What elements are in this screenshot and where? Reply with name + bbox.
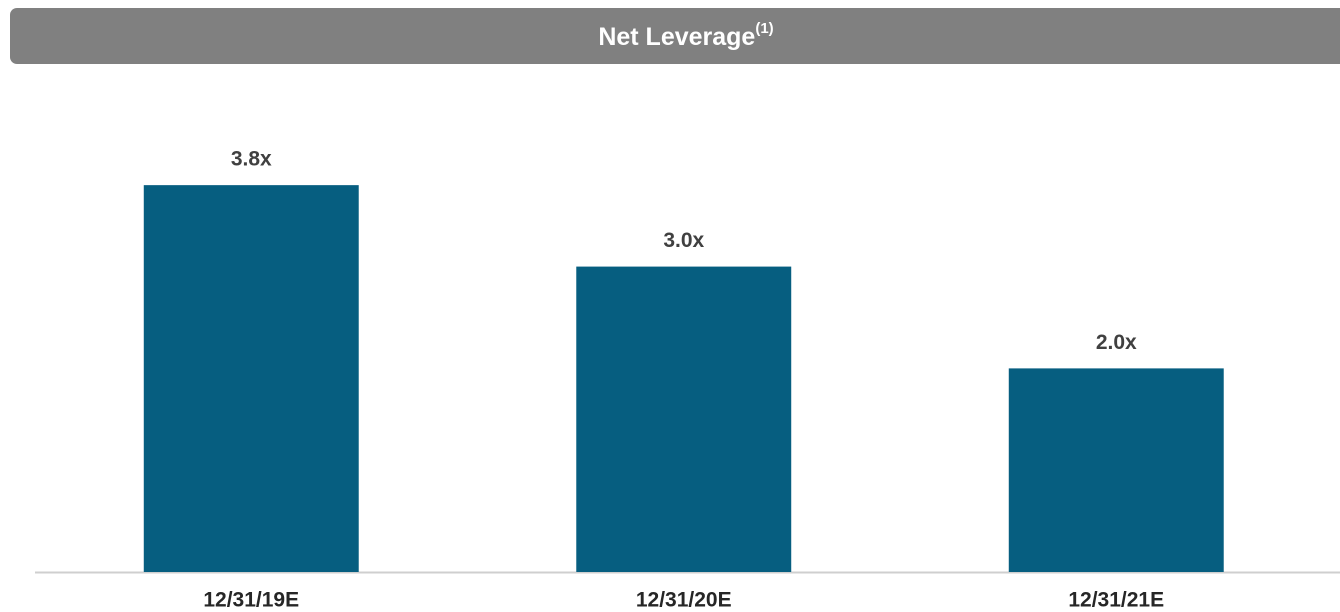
chart-title-group: Net Leverage(1)	[598, 20, 773, 51]
x-tick-label: 12/31/21E	[1068, 589, 1164, 612]
x-tick-label: 12/31/19E	[203, 589, 299, 612]
chart-title: Net Leverage	[598, 23, 755, 51]
bar	[143, 185, 359, 572]
bar	[576, 266, 792, 572]
title-bar	[10, 8, 1340, 64]
bar	[1008, 368, 1224, 572]
x-tick-label: 12/31/20E	[636, 589, 732, 612]
value-label: 3.0x	[663, 229, 704, 252]
title-footnote: (1)	[755, 20, 773, 37]
value-label: 2.0x	[1096, 331, 1137, 354]
value-label: 3.8x	[231, 148, 272, 171]
